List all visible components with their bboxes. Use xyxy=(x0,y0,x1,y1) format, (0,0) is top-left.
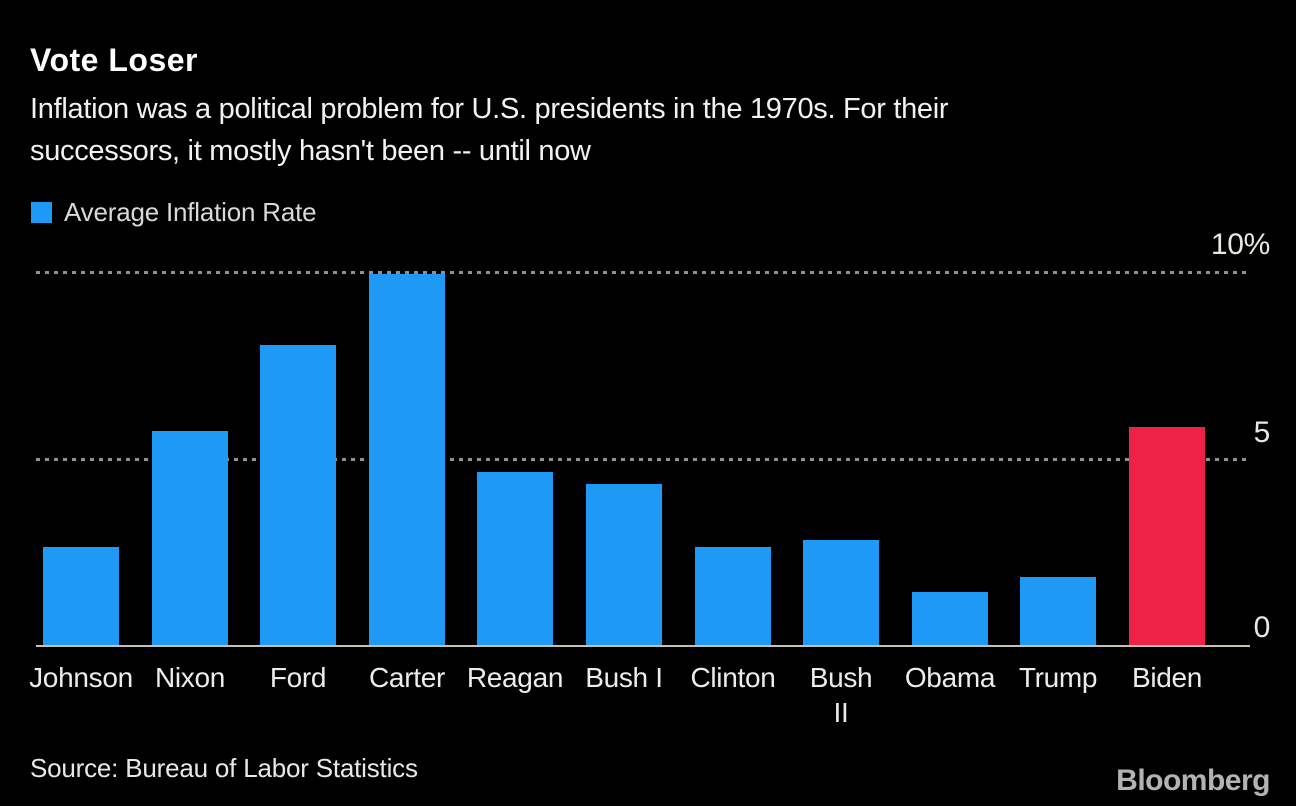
y-tick-0: 0 xyxy=(1253,611,1271,644)
x-tick-johnson: Johnson xyxy=(16,660,146,695)
bar-trump xyxy=(1020,577,1096,645)
chart-subtitle: Inflation was a political problem for U.… xyxy=(30,88,1270,172)
x-tick-reagan-line: Reagan xyxy=(466,662,564,693)
chart-subtitle-line-2: successors, it mostly hasn't been -- unt… xyxy=(30,135,591,167)
x-tick-reagan: Reagan xyxy=(450,660,580,695)
bar-bush-i xyxy=(586,484,662,645)
plot-area xyxy=(36,271,1250,647)
x-tick-biden-line: Biden xyxy=(1131,662,1203,693)
x-tick-bush-ii-line: II xyxy=(833,697,849,728)
bar-johnson xyxy=(43,547,119,645)
x-tick-carter: Carter xyxy=(342,660,472,695)
bar-carter xyxy=(369,274,445,645)
legend: Average Inflation Rate xyxy=(31,197,317,228)
x-tick-obama: Obama xyxy=(885,660,1015,695)
bar-obama xyxy=(912,592,988,645)
x-tick-biden: Biden xyxy=(1102,660,1232,695)
x-tick-nixon: Nixon xyxy=(125,660,255,695)
chart-subtitle-line-1: Inflation was a political problem for U.… xyxy=(30,93,949,125)
gridline-5 xyxy=(36,458,1250,461)
bar-clinton xyxy=(695,547,771,645)
x-tick-ford-line: Ford xyxy=(269,662,327,693)
y-tick-5: 5 xyxy=(1253,416,1271,449)
x-tick-ford: Ford xyxy=(233,660,363,695)
x-tick-clinton: Clinton xyxy=(668,660,798,695)
bar-biden xyxy=(1129,427,1205,645)
gridline-10 xyxy=(36,271,1250,274)
x-tick-carter-line: Carter xyxy=(369,662,445,693)
x-tick-bush-i-line: Bush I xyxy=(585,662,663,693)
x-tick-bush-ii: Bush II xyxy=(776,660,906,730)
x-tick-nixon-line: Nixon xyxy=(154,662,226,693)
bar-reagan xyxy=(477,472,553,645)
x-tick-bush-ii-line: Bush xyxy=(809,662,873,693)
y-tick-10: 10% xyxy=(1210,228,1270,261)
x-tick-trump: Trump xyxy=(993,660,1123,695)
bar-ford xyxy=(260,345,336,645)
legend-swatch-icon xyxy=(31,202,52,223)
bloomberg-logo: Bloomberg xyxy=(1116,764,1270,797)
source-note: Source: Bureau of Labor Statistics xyxy=(30,753,418,783)
bar-bush-ii xyxy=(803,540,879,645)
x-tick-obama-line: Obama xyxy=(904,662,996,693)
bar-nixon xyxy=(152,431,228,645)
x-tick-trump-line: Trump xyxy=(1018,662,1098,693)
x-tick-johnson-line: Johnson xyxy=(29,662,133,693)
legend-label: Average Inflation Rate xyxy=(64,197,317,227)
page-title: Vote Loser xyxy=(30,42,198,78)
x-tick-clinton-line: Clinton xyxy=(690,662,776,693)
x-axis-line xyxy=(36,645,1250,647)
x-tick-bush-i: Bush I xyxy=(559,660,689,695)
